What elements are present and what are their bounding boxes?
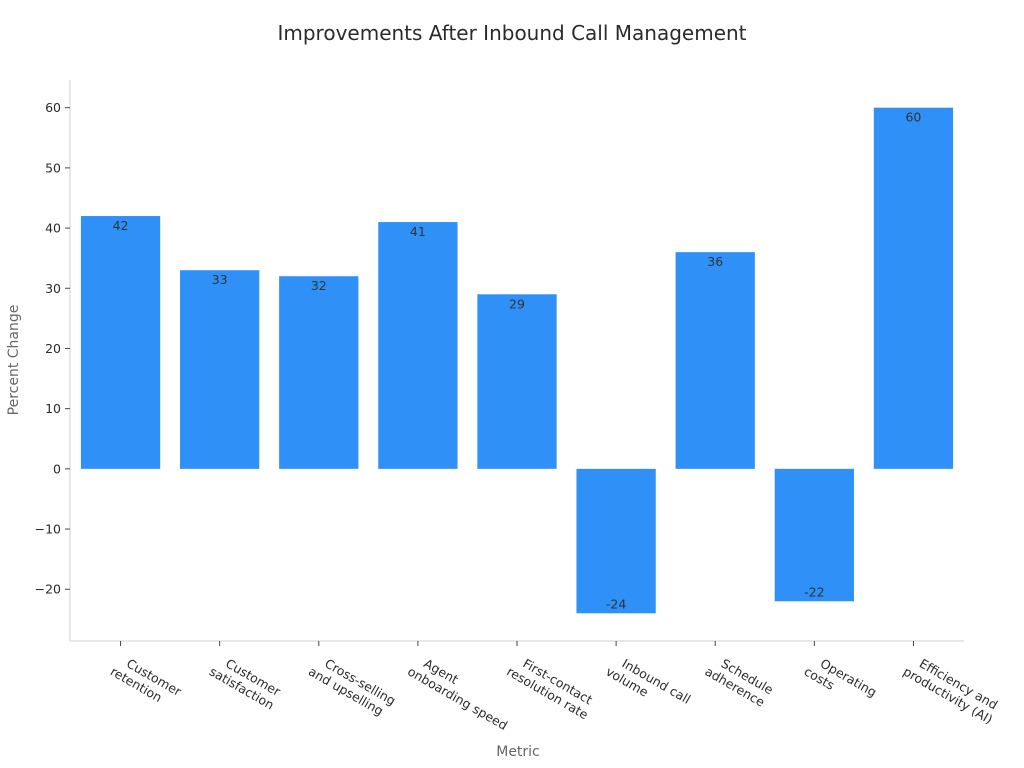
y-tick-label: −20 <box>35 582 61 597</box>
bar <box>80 216 161 469</box>
bar-value-label: 29 <box>509 296 525 311</box>
bar-value-label: 36 <box>707 254 723 269</box>
y-tick-label: −10 <box>35 522 61 537</box>
x-tick-label: First-contactresolution rate <box>504 651 598 723</box>
y-tick-label: 20 <box>45 341 61 356</box>
bar <box>576 468 656 614</box>
bar <box>873 107 954 469</box>
x-tick-label: Operatingcosts <box>802 651 880 713</box>
bar-value-label: 42 <box>113 218 129 233</box>
bar <box>378 222 458 469</box>
x-tick-label: Inbound callvolume <box>603 651 693 720</box>
bar <box>774 468 854 602</box>
x-tick-label: Customerretention <box>108 651 185 713</box>
x-tick-label: Scheduleadherence <box>702 651 776 711</box>
bars: 42 33 32 41 29 -24 36 -22 60 <box>80 107 954 614</box>
y-tick-label: 30 <box>45 281 61 296</box>
x-ticks: Customerretention Customersatisfaction Cro… <box>108 641 1003 733</box>
x-tick-label: Cross-sellingand upselling <box>306 651 398 722</box>
y-ticks: −20 −10 0 10 20 30 40 50 60 <box>35 100 70 597</box>
bar <box>477 294 557 469</box>
x-tick-label: Agentonboarding speed <box>405 651 518 733</box>
x-tick-label: Efficiency andproductivity (AI) <box>901 651 1003 727</box>
y-axis-label: Percent Change <box>6 305 22 416</box>
bar-value-label: 32 <box>311 278 327 293</box>
bar-value-label: 33 <box>212 272 228 287</box>
x-tick-label: Customersatisfaction <box>207 651 284 713</box>
bar-value-label: -24 <box>606 596 626 611</box>
y-tick-label: 60 <box>45 100 61 115</box>
bar-value-label: 41 <box>410 224 426 239</box>
bar <box>279 276 359 469</box>
chart-title: Improvements After Inbound Call Manageme… <box>277 21 746 45</box>
y-tick-label: 50 <box>45 160 61 175</box>
y-tick-label: 40 <box>45 221 61 236</box>
y-tick-label: 10 <box>45 401 61 416</box>
bar <box>180 270 260 469</box>
x-axis-label: Metric <box>496 744 540 760</box>
bar <box>675 252 755 469</box>
bar-value-label: -22 <box>804 584 824 599</box>
bar-value-label: 60 <box>905 110 921 125</box>
y-tick-label: 0 <box>53 461 61 476</box>
